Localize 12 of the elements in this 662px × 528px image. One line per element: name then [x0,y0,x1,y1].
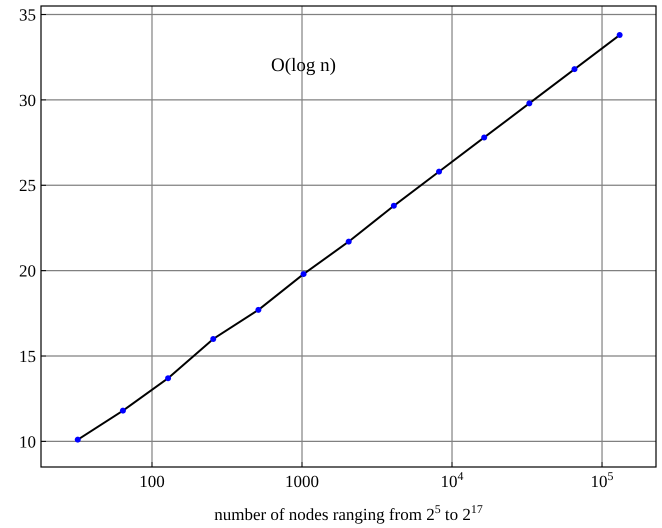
x-tick-label: 1000 [285,472,320,491]
y-tick-label: 25 [19,176,36,196]
y-tick-label: 15 [19,346,36,366]
annotation: O(log n) [271,55,336,76]
y-tick-label: 20 [19,262,36,281]
x-tick-label: 10$^{4}$ [440,469,464,491]
x-tick-label: 100 [139,472,165,491]
x-axis-title: number of nodes ranging from 2$^{5}$ to 2$^{17}$ [214,502,483,524]
y-tick-label: 35 [19,5,36,24]
y-tick-label: 30 [19,90,36,110]
y-tick-label: 10 [19,432,36,452]
x-tick-label: 10$^{5}$ [590,469,614,491]
